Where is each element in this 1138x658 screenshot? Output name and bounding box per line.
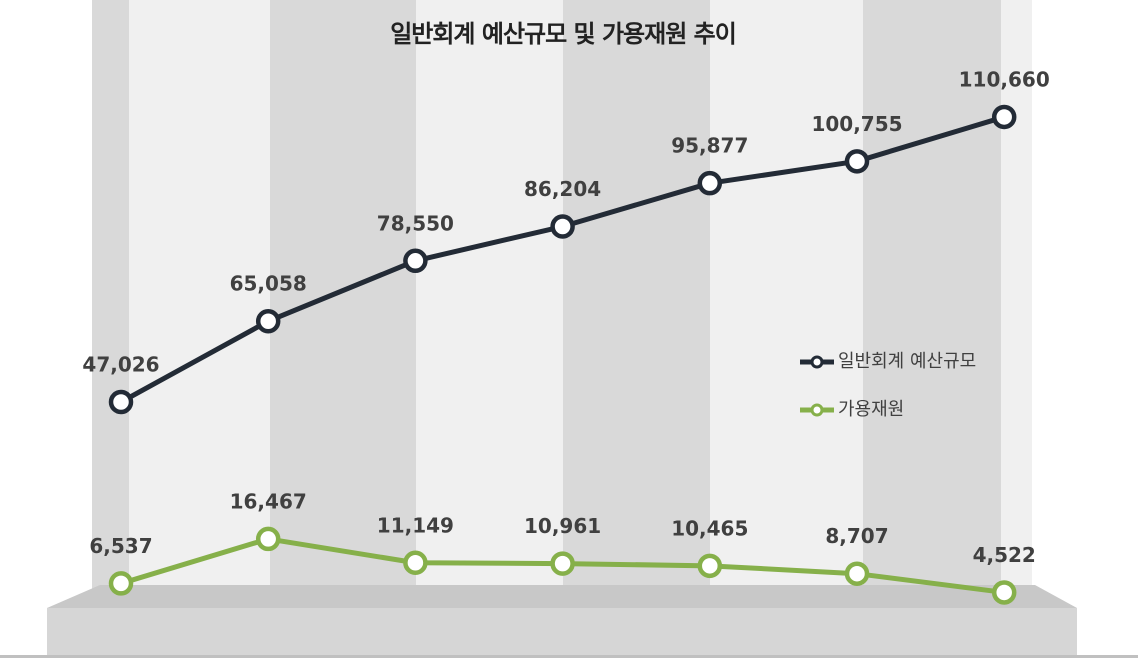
data-label: 8,707 <box>825 524 888 548</box>
data-label: 65,058 <box>230 272 307 296</box>
point-marker <box>403 550 428 576</box>
data-label: 95,877 <box>671 134 748 158</box>
legend-marker <box>810 403 824 417</box>
point-marker <box>991 580 1017 605</box>
legend-label: 가용재원 <box>838 399 904 420</box>
data-label: 10,465 <box>671 516 748 540</box>
data-label: 110,660 <box>959 67 1050 91</box>
data-label: 16,467 <box>230 489 307 513</box>
chart-title: 일반회계 예산규모 및 가용재원 추이 <box>390 20 736 48</box>
data-label: 11,149 <box>377 513 454 537</box>
point-marker <box>255 308 281 334</box>
data-label: 6,537 <box>89 534 152 558</box>
point-marker <box>697 170 723 196</box>
data-label: 47,026 <box>82 353 159 377</box>
data-label: 10,961 <box>524 514 601 538</box>
point-marker <box>255 526 281 552</box>
point-marker <box>844 561 870 586</box>
data-label: 78,550 <box>377 211 454 235</box>
point-marker <box>403 248 428 274</box>
legend-label: 일반회계 예산규모 <box>838 351 976 372</box>
point-marker <box>697 553 723 579</box>
point-marker <box>108 389 134 415</box>
point-marker <box>550 214 575 239</box>
data-label: 86,204 <box>524 177 601 201</box>
point-marker <box>550 551 575 576</box>
data-label: 4,522 <box>973 543 1036 567</box>
point-marker <box>108 571 134 596</box>
point-marker <box>844 149 870 174</box>
data-label: 100,755 <box>811 112 902 136</box>
legend-marker <box>810 355 824 369</box>
point-marker <box>991 104 1017 130</box>
